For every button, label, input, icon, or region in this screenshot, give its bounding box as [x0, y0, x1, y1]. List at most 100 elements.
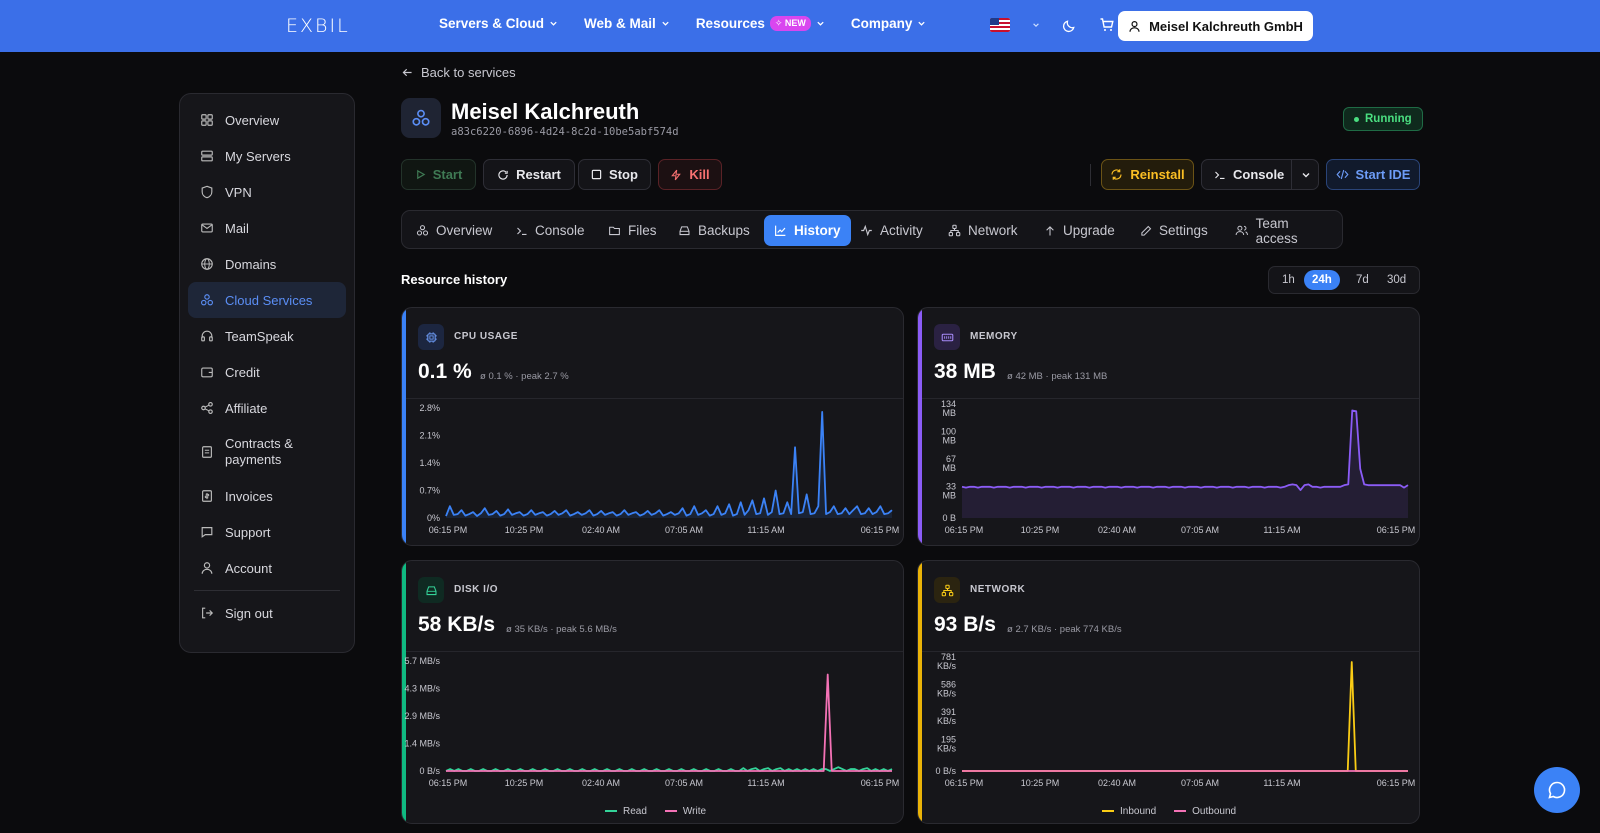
reinstall-button[interactable]: Reinstall: [1101, 159, 1194, 190]
card-subtext: ø 0.1 % · peak 2.7 %: [480, 371, 569, 382]
console-button[interactable]: Console: [1201, 159, 1319, 190]
card-divider: [406, 398, 903, 399]
stop-button[interactable]: Stop: [578, 159, 651, 190]
mail-icon: [201, 223, 213, 233]
card-subtext: ø 42 MB · peak 131 MB: [1007, 371, 1108, 382]
tab-settings[interactable]: Settings: [1130, 215, 1218, 246]
nav-label: Company: [850, 16, 913, 31]
live-chat-button[interactable]: [1534, 767, 1580, 813]
x-tick-label: 07:05 AM: [1181, 525, 1219, 535]
sidebar-item-label: Sign out: [225, 605, 273, 621]
sidebar-item-credit[interactable]: Credit: [188, 354, 346, 390]
cloud-cluster-icon: [412, 109, 430, 126]
sidebar-item-contracts-payments[interactable]: Contracts & payments: [188, 426, 346, 478]
sidebar-item-vpn[interactable]: VPN: [188, 174, 346, 210]
logo[interactable]: EXBIL: [286, 15, 350, 37]
tab-label: Overview: [436, 223, 493, 238]
restart-label: Restart: [516, 167, 561, 182]
sidebar-item-sign-out[interactable]: Sign out: [188, 595, 346, 631]
sidebar-item-support[interactable]: Support: [188, 514, 346, 550]
x-tick-label: 06:15 PM: [429, 778, 468, 788]
tab-label: Console: [535, 223, 585, 238]
chevron-down-icon: [817, 21, 824, 26]
range-1h[interactable]: 1h: [1282, 274, 1295, 286]
arrow-up-icon: [1046, 225, 1054, 235]
tab-backups[interactable]: Backups: [668, 215, 760, 246]
sidebar-item-account[interactable]: Account: [188, 550, 346, 586]
card-value: 93 B/s: [934, 613, 996, 636]
y-tick-label: 5.7 MB/s: [404, 656, 440, 666]
y-tick-label: 0 B: [942, 513, 956, 523]
status-label: Running: [1365, 113, 1412, 125]
chat-icon: [201, 527, 213, 538]
pencil-icon: [1141, 225, 1152, 236]
x-tick-label: 07:05 AM: [665, 778, 703, 788]
back-link-label: Back to services: [421, 65, 516, 80]
y-tick-label: 586 KB/s: [937, 680, 957, 699]
moon-icon[interactable]: [1062, 18, 1077, 33]
start-ide-button[interactable]: Start IDE: [1326, 159, 1420, 190]
tab-network[interactable]: Network: [938, 215, 1028, 246]
start-button[interactable]: Start: [401, 159, 476, 190]
sidebar-item-cloud-services[interactable]: Cloud Services: [188, 282, 346, 318]
series-line: [445, 411, 893, 517]
x-tick-label: 11:15 AM: [1263, 525, 1300, 535]
sidebar-item-overview[interactable]: Overview: [188, 102, 346, 138]
card-accent: [402, 308, 406, 545]
nav-servers-cloud[interactable]: Servers & Cloud: [439, 16, 558, 31]
terminal-icon: [1215, 171, 1225, 179]
console-label: Console: [1233, 167, 1285, 182]
us-flag-icon[interactable]: [990, 18, 1010, 32]
range-30d[interactable]: 30d: [1387, 274, 1407, 286]
user-icon: [201, 562, 213, 574]
sidebar-item-label: Cloud Services: [225, 292, 313, 308]
sidebar-item-label: Domains: [225, 256, 277, 272]
sidebar-item-affiliate[interactable]: Affiliate: [188, 390, 346, 426]
account-button[interactable]: Meisel Kalchreuth GmbH: [1118, 11, 1313, 41]
restart-button[interactable]: Restart: [483, 159, 575, 190]
time-range-selector: 1h 24h 7d 30d: [1268, 266, 1420, 294]
folder-icon: [609, 226, 620, 236]
cpu-icon: [418, 324, 444, 350]
new-badge: ✧ NEW: [769, 16, 811, 31]
tab-label: History: [794, 223, 841, 238]
card-divider: [922, 398, 1419, 399]
y-tick-label: 2.9 MB/s: [404, 711, 440, 721]
card-label: NETWORK: [970, 584, 1026, 595]
tab-console[interactable]: Console: [506, 215, 595, 246]
back-to-services-link[interactable]: Back to services: [401, 65, 516, 80]
sidebar-item-invoices[interactable]: Invoices: [188, 478, 346, 514]
cpu-chart: 2.8% 2.1% 1.4% 0.7% 0% 06:15 PM 10:25 PM 02:40 …: [419, 403, 899, 535]
sidebar-item-my-servers[interactable]: My Servers: [188, 138, 346, 174]
range-7d[interactable]: 7d: [1356, 274, 1369, 286]
tab-overview[interactable]: Overview: [406, 215, 502, 246]
sidebar-item-mail[interactable]: Mail: [188, 210, 346, 246]
tab-files[interactable]: Files: [598, 215, 667, 246]
y-tick-label: 0%: [427, 513, 440, 523]
sidebar-item-label: Account: [225, 560, 272, 576]
cart-icon[interactable]: [1099, 17, 1115, 33]
tab-upgrade[interactable]: Upgrade: [1034, 215, 1125, 246]
kill-button[interactable]: Kill: [658, 159, 722, 190]
nav-company[interactable]: Company: [851, 16, 927, 31]
service-icon: [401, 98, 441, 138]
sidebar-item-teamspeak[interactable]: TeamSpeak: [188, 318, 346, 354]
tab-team-access[interactable]: Team access: [1225, 215, 1342, 246]
tab-history[interactable]: History: [764, 215, 851, 246]
series-line-inbound: [962, 661, 1408, 772]
sidebar-item-label: Affiliate: [225, 400, 268, 416]
sidebar-item-domains[interactable]: Domains: [188, 246, 346, 282]
x-tick-label: 02:40 AM: [582, 525, 620, 535]
status-badge: Running: [1343, 107, 1423, 131]
chevron-down-icon[interactable]: [1032, 21, 1040, 29]
shield-icon: [201, 185, 213, 199]
drive-icon: [679, 226, 690, 236]
network-icon: [934, 577, 960, 603]
logo-text: EXBIL: [286, 15, 350, 37]
nav-resources[interactable]: Resources ✧ NEW: [696, 16, 825, 31]
tab-activity[interactable]: Activity: [850, 215, 933, 246]
tab-label: Team access: [1255, 215, 1298, 246]
chevron-down-icon[interactable]: [1301, 170, 1311, 180]
nav-web-mail[interactable]: Web & Mail: [584, 16, 670, 31]
range-24h[interactable]: 24h: [1304, 270, 1340, 290]
